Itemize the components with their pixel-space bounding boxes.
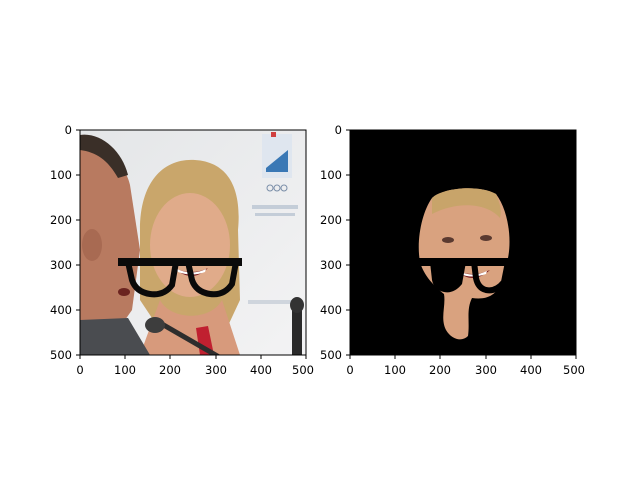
right-image-panel: 0 100 200 300 400 500 0 100 200 300 400 … [320,123,585,377]
left-xtick-5: 500 [292,363,314,377]
left-axes-frame [79,129,307,356]
left-ytick-5: 500 [50,348,72,362]
right-axes-frame [349,129,577,356]
glasses-overlay [118,258,242,298]
left-ytick-0: 0 [65,123,72,137]
left-image-panel: 0 100 200 300 400 500 0 100 200 300 400 … [50,123,314,377]
left-xtick-4: 400 [250,363,272,377]
left-y-tick-labels: 0 100 200 300 400 500 [50,123,72,362]
left-ytick-1: 100 [50,168,72,182]
right-y-ticks [346,129,350,356]
right-xtick-3: 300 [475,363,497,377]
left-xtick-2: 200 [159,363,181,377]
right-xtick-0: 0 [346,363,353,377]
left-photo [80,130,306,355]
left-xtick-0: 0 [76,363,83,377]
left-x-ticks [79,355,307,359]
left-ytick-3: 300 [50,258,72,272]
right-ytick-0: 0 [335,123,342,137]
glasses-cutout [414,258,512,294]
right-xtick-1: 100 [384,363,406,377]
right-ytick-5: 500 [320,348,342,362]
right-ytick-3: 300 [320,258,342,272]
right-x-tick-labels: 0 100 200 300 400 500 [346,363,585,377]
left-ytick-4: 400 [50,303,72,317]
left-xtick-3: 300 [205,363,227,377]
right-y-tick-labels: 0 100 200 300 400 500 [320,123,342,362]
right-xtick-2: 200 [429,363,451,377]
left-ytick-2: 200 [50,213,72,227]
right-xtick-5: 500 [563,363,585,377]
right-x-ticks [349,355,577,359]
right-masked-image [350,130,576,355]
right-xtick-4: 400 [520,363,542,377]
left-x-tick-labels: 0 100 200 300 400 500 [76,363,314,377]
left-y-ticks [76,129,80,356]
right-ytick-2: 200 [320,213,342,227]
left-xtick-1: 100 [114,363,136,377]
right-ytick-4: 400 [320,303,342,317]
right-ytick-1: 100 [320,168,342,182]
